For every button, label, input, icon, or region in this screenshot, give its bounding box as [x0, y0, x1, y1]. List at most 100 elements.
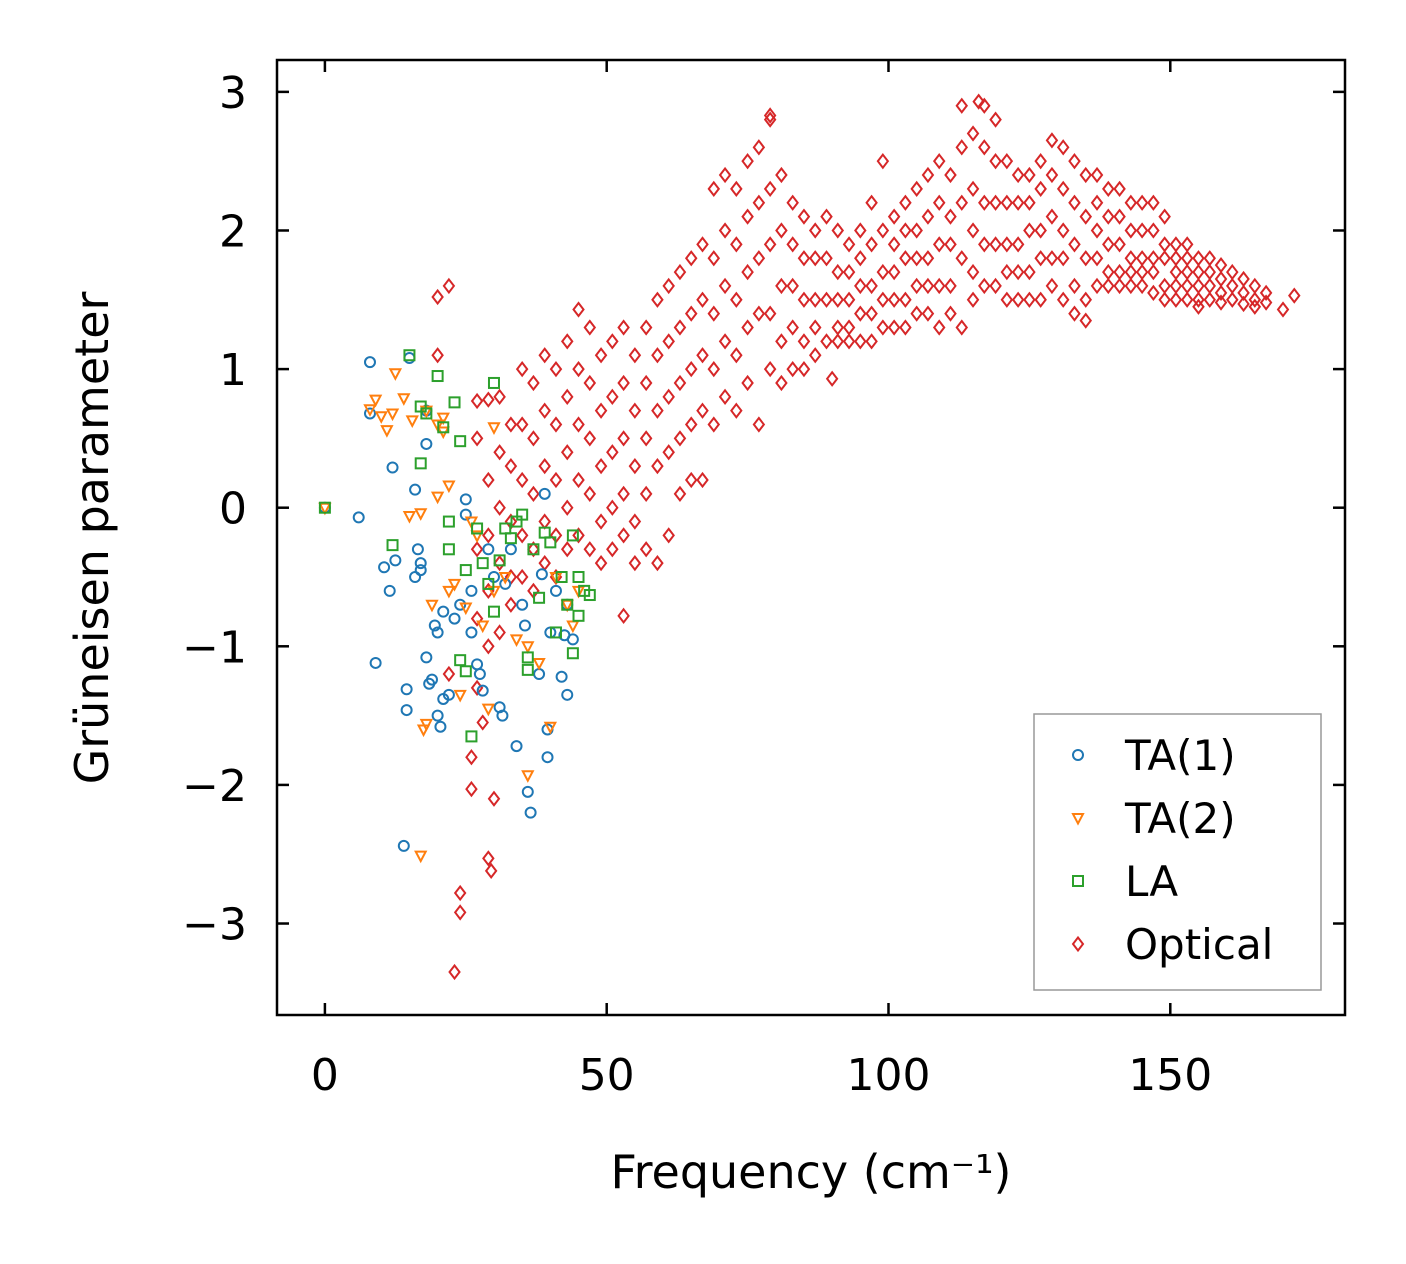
optical-point: [1102, 180, 1115, 198]
optical-point: [606, 444, 619, 461]
optical-point: [775, 277, 788, 295]
optical-point: [1214, 294, 1228, 311]
data-points: [318, 93, 1301, 981]
la-point: [487, 605, 500, 618]
y-tick-label: −1: [182, 622, 247, 673]
ta-1-point: [465, 584, 478, 597]
optical-point: [1192, 291, 1205, 308]
optical-point: [989, 111, 1002, 128]
optical-point: [1068, 194, 1081, 211]
la-point: [527, 543, 540, 556]
optical-point: [1011, 236, 1025, 253]
optical-point: [1090, 250, 1104, 267]
optical-point: [876, 153, 890, 170]
ta-1-point: [504, 543, 517, 556]
optical-point: [617, 374, 630, 392]
optical-point: [1248, 298, 1262, 315]
optical-point: [820, 333, 833, 350]
optical-point: [944, 166, 957, 184]
optical-point: [515, 568, 529, 586]
optical-point: [1000, 194, 1014, 211]
la-point: [533, 591, 546, 604]
optical-point: [482, 471, 495, 489]
optical-point: [1135, 222, 1149, 239]
ta-2-point: [543, 721, 557, 735]
ta-2-point: [453, 689, 467, 703]
optical-point: [1237, 295, 1250, 313]
la-point: [482, 577, 495, 590]
la-point: [521, 651, 534, 664]
optical-point: [887, 263, 901, 281]
optical-point: [696, 347, 709, 364]
ta-1-point: [549, 584, 562, 597]
optical-point: [797, 291, 811, 308]
optical-point: [1068, 277, 1081, 295]
ta-2-point: [509, 634, 524, 648]
ta-1-point: [566, 633, 579, 646]
optical-point: [639, 485, 653, 502]
la-point: [504, 532, 517, 545]
optical-point: [594, 555, 608, 572]
optical-point: [662, 444, 675, 461]
la-point: [544, 536, 557, 549]
optical-point: [1011, 166, 1025, 184]
ta-1-point: [499, 577, 512, 590]
optical-point: [1045, 166, 1059, 184]
optical-point: [808, 319, 822, 336]
optical-point: [899, 222, 912, 239]
optical-point: [876, 263, 890, 281]
optical-point: [808, 347, 822, 364]
optical-point: [865, 194, 878, 211]
optical-point: [1023, 166, 1036, 184]
la-point: [448, 396, 461, 409]
optical-point: [527, 430, 540, 447]
optical-point: [718, 166, 732, 184]
optical-point: [1000, 263, 1014, 281]
optical-point: [1000, 236, 1014, 253]
optical-point: [865, 305, 878, 322]
optical-point: [1259, 284, 1273, 301]
optical-point: [1056, 291, 1070, 308]
optical-point: [594, 347, 608, 364]
optical-point: [730, 180, 743, 198]
optical-point: [966, 125, 980, 142]
optical-point: [442, 665, 456, 683]
optical-point: [651, 555, 664, 572]
ta-1-point: [389, 554, 402, 567]
optical-point: [572, 360, 585, 378]
optical-point: [572, 416, 585, 433]
optical-point: [775, 166, 788, 184]
optical-point: [820, 291, 833, 308]
optical-point: [1135, 250, 1149, 267]
optical-point: [730, 291, 743, 308]
optical-point: [482, 391, 495, 408]
optical-point: [978, 97, 991, 114]
ta-1-point: [414, 557, 427, 570]
optical-point: [842, 291, 856, 308]
legend: TA(1) TA(2) LA Optical: [1033, 713, 1322, 991]
optical-point: [1203, 263, 1217, 281]
optical-point: [707, 360, 721, 378]
y-tick-label: 2: [219, 206, 247, 257]
la-point: [403, 349, 416, 362]
la-point: [386, 539, 399, 552]
optical-point: [763, 236, 777, 253]
ta-1-point: [400, 704, 413, 717]
optical-point: [504, 596, 518, 613]
optical-point: [651, 347, 664, 364]
optical-point: [493, 624, 506, 641]
optical-point: [718, 222, 732, 239]
optical-point: [538, 513, 551, 530]
optical-point: [944, 305, 957, 322]
optical-point: [527, 374, 540, 392]
optical-point: [955, 97, 969, 114]
optical-point: [1023, 291, 1036, 308]
optical-point: [1045, 277, 1059, 295]
y-tick-label: −2: [182, 761, 247, 812]
ta-2-point: [388, 368, 403, 381]
optical-point: [639, 430, 653, 447]
ta-1-point: [437, 605, 450, 618]
optical-point: [1135, 277, 1149, 295]
la-point: [459, 665, 472, 678]
optical-point: [1169, 277, 1183, 295]
